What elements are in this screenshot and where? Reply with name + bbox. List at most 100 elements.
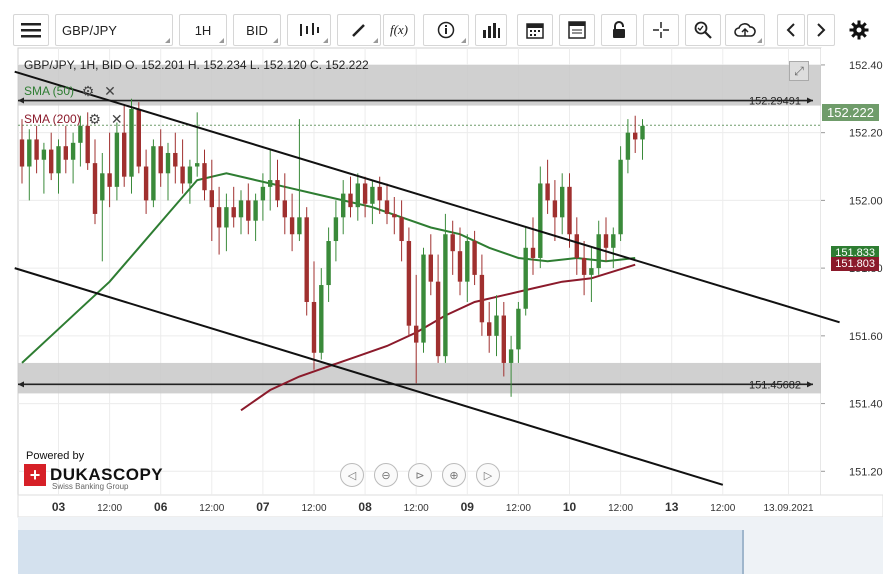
report-button[interactable] (559, 14, 595, 46)
candle-body (479, 274, 485, 323)
sr-zone (18, 362, 821, 394)
candle-body (545, 183, 550, 201)
draw-icon (352, 24, 365, 37)
x-tick-label: 12:00 (301, 503, 326, 514)
candle-body (70, 142, 76, 160)
y-tick-label: 151.600 (849, 331, 883, 343)
candle-body (165, 152, 171, 174)
candle-body (333, 217, 339, 242)
menu-button[interactable] (13, 14, 49, 46)
candle-body (56, 146, 61, 174)
candle-body (392, 213, 397, 218)
right-icon: ▷ (483, 469, 493, 482)
candle-body (304, 217, 309, 302)
candle-body (538, 183, 543, 258)
time-axis-area (17, 494, 883, 518)
y-tick-label: 151.400 (849, 399, 883, 411)
candle-body (355, 183, 360, 208)
candle-body (589, 268, 594, 275)
dukascopy-logo: + DUKASCOPY Swiss Banking Group (24, 464, 163, 491)
gear-icon[interactable]: ⚙ (88, 110, 101, 127)
settings-button[interactable] (843, 14, 875, 46)
candle-body (487, 322, 492, 336)
candle-body (319, 285, 324, 353)
close-icon[interactable]: ✕ (104, 82, 116, 99)
candle-body (421, 254, 426, 343)
candle-body (173, 152, 178, 167)
x-tick-label: 06 (154, 500, 168, 514)
candle-body (34, 139, 39, 160)
sr-level-label: 152.29491 (749, 96, 801, 108)
level-arrow-left (18, 381, 24, 388)
candle-body (611, 234, 616, 248)
zoom-button[interactable] (685, 14, 721, 46)
candle-body (238, 200, 244, 218)
candle-body (92, 163, 98, 214)
candle-body (246, 200, 251, 221)
zoom-out-button[interactable]: ⊖ (374, 463, 398, 487)
candle-body (326, 241, 331, 286)
candle-body (362, 183, 368, 204)
candle-body (341, 193, 346, 218)
candle-body (465, 241, 470, 282)
navigator-handle (742, 530, 744, 574)
cloud-button[interactable] (725, 14, 765, 46)
x-tick-label: 07 (256, 500, 270, 514)
candle-body (78, 125, 83, 143)
candle-body (508, 349, 514, 363)
candle-body (49, 149, 54, 174)
candle-body (618, 159, 623, 235)
lock-button[interactable] (601, 14, 637, 46)
scroll-right-button[interactable]: ▷ (476, 463, 500, 487)
candle-body (501, 315, 506, 363)
prev-button[interactable] (777, 14, 805, 46)
candle-body (311, 301, 317, 353)
next-icon (817, 23, 826, 37)
info-button[interactable] (423, 14, 469, 46)
sr-level-label: 151.45682 (749, 379, 801, 391)
candle-body (85, 125, 90, 164)
y-tick-label: 152.200 (849, 128, 883, 140)
candle-body (122, 132, 127, 177)
gear-icon[interactable]: ⚙ (81, 82, 95, 99)
logo-subtitle: Swiss Banking Group (52, 482, 129, 491)
settings-icon (849, 20, 869, 40)
swiss-cross-icon: + (24, 464, 46, 486)
ohlc-readout: GBP/JPY, 1H, BID O. 152.201 H. 152.234 L… (24, 58, 369, 72)
chart-type-button[interactable] (287, 14, 331, 46)
sr-zone (18, 64, 821, 106)
navigator-series (18, 530, 744, 574)
trendline (14, 70, 840, 324)
candle-body (603, 234, 609, 248)
candle-body (581, 257, 587, 275)
sma50-legend[interactable]: SMA (50) ⚙ ✕ (24, 83, 118, 99)
crosshair-button[interactable] (643, 14, 679, 46)
candle-body (187, 166, 193, 184)
x-tick-label: 03 (52, 500, 66, 514)
zoom-in-icon: ⊕ (449, 469, 459, 482)
candle-body (297, 217, 302, 235)
candle-body (63, 146, 68, 160)
next-button[interactable] (807, 14, 835, 46)
candle-body (560, 186, 565, 218)
calendar-button[interactable] (517, 14, 553, 46)
candle-body (27, 139, 32, 167)
reset-button[interactable]: ⊳ (408, 463, 432, 487)
zoom-in-button[interactable]: ⊕ (442, 463, 466, 487)
candle-body (450, 234, 455, 252)
close-icon[interactable]: ✕ (110, 110, 123, 127)
candle-body (552, 200, 558, 218)
scroll-left-button[interactable]: ◁ (340, 463, 364, 487)
candle-body (114, 132, 120, 187)
draw-button[interactable] (337, 14, 381, 46)
bars-button[interactable] (475, 14, 507, 46)
candle-body (414, 325, 419, 343)
menu-icon (21, 23, 41, 38)
candle-body (370, 186, 375, 204)
candle-body (516, 308, 521, 350)
x-tick-label: 10 (563, 500, 577, 514)
expand-icon[interactable]: ⤢ (789, 61, 809, 81)
sma200-legend[interactable]: SMA (200) ⚙ ✕ (24, 111, 125, 127)
candle-body (143, 166, 149, 201)
